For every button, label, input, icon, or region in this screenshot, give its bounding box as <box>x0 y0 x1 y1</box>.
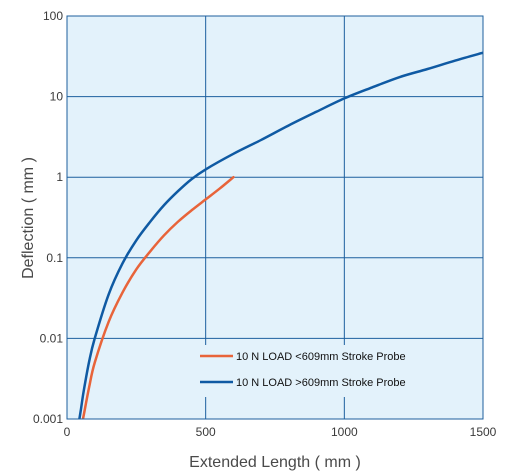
x-tick-label: 1500 <box>470 425 497 439</box>
x-axis-title: Extended Length ( mm ) <box>189 454 361 471</box>
legend-label-series-2: 10 N LOAD >609mm Stroke Probe <box>236 377 406 389</box>
x-tick-label: 500 <box>196 425 216 439</box>
legend-background <box>192 345 480 397</box>
y-tick-label: 0.01 <box>40 331 64 345</box>
x-tick-label: 0 <box>64 425 71 439</box>
y-tick-label: 100 <box>43 9 63 23</box>
x-tick-labels: 0 500 1000 1500 <box>64 425 497 439</box>
legend-label-series-1: 10 N LOAD <609mm Stroke Probe <box>236 351 406 363</box>
y-tick-label: 0.1 <box>46 251 63 265</box>
x-tick-label: 1000 <box>331 425 358 439</box>
legend: 10 N LOAD <609mm Stroke Probe 10 N LOAD … <box>192 345 480 397</box>
y-tick-labels: 0.001 0.01 0.1 1 10 100 <box>33 9 63 426</box>
y-axis-title: Deflection ( mm ) <box>20 157 37 279</box>
y-tick-label: 10 <box>50 90 64 104</box>
series-lines <box>78 51 483 419</box>
plot-frame <box>66 15 484 420</box>
y-tick-label: 0.001 <box>33 412 63 426</box>
y-tick-label: 1 <box>56 170 63 184</box>
series-line-2 <box>78 51 483 419</box>
series-line-1 <box>81 175 235 419</box>
